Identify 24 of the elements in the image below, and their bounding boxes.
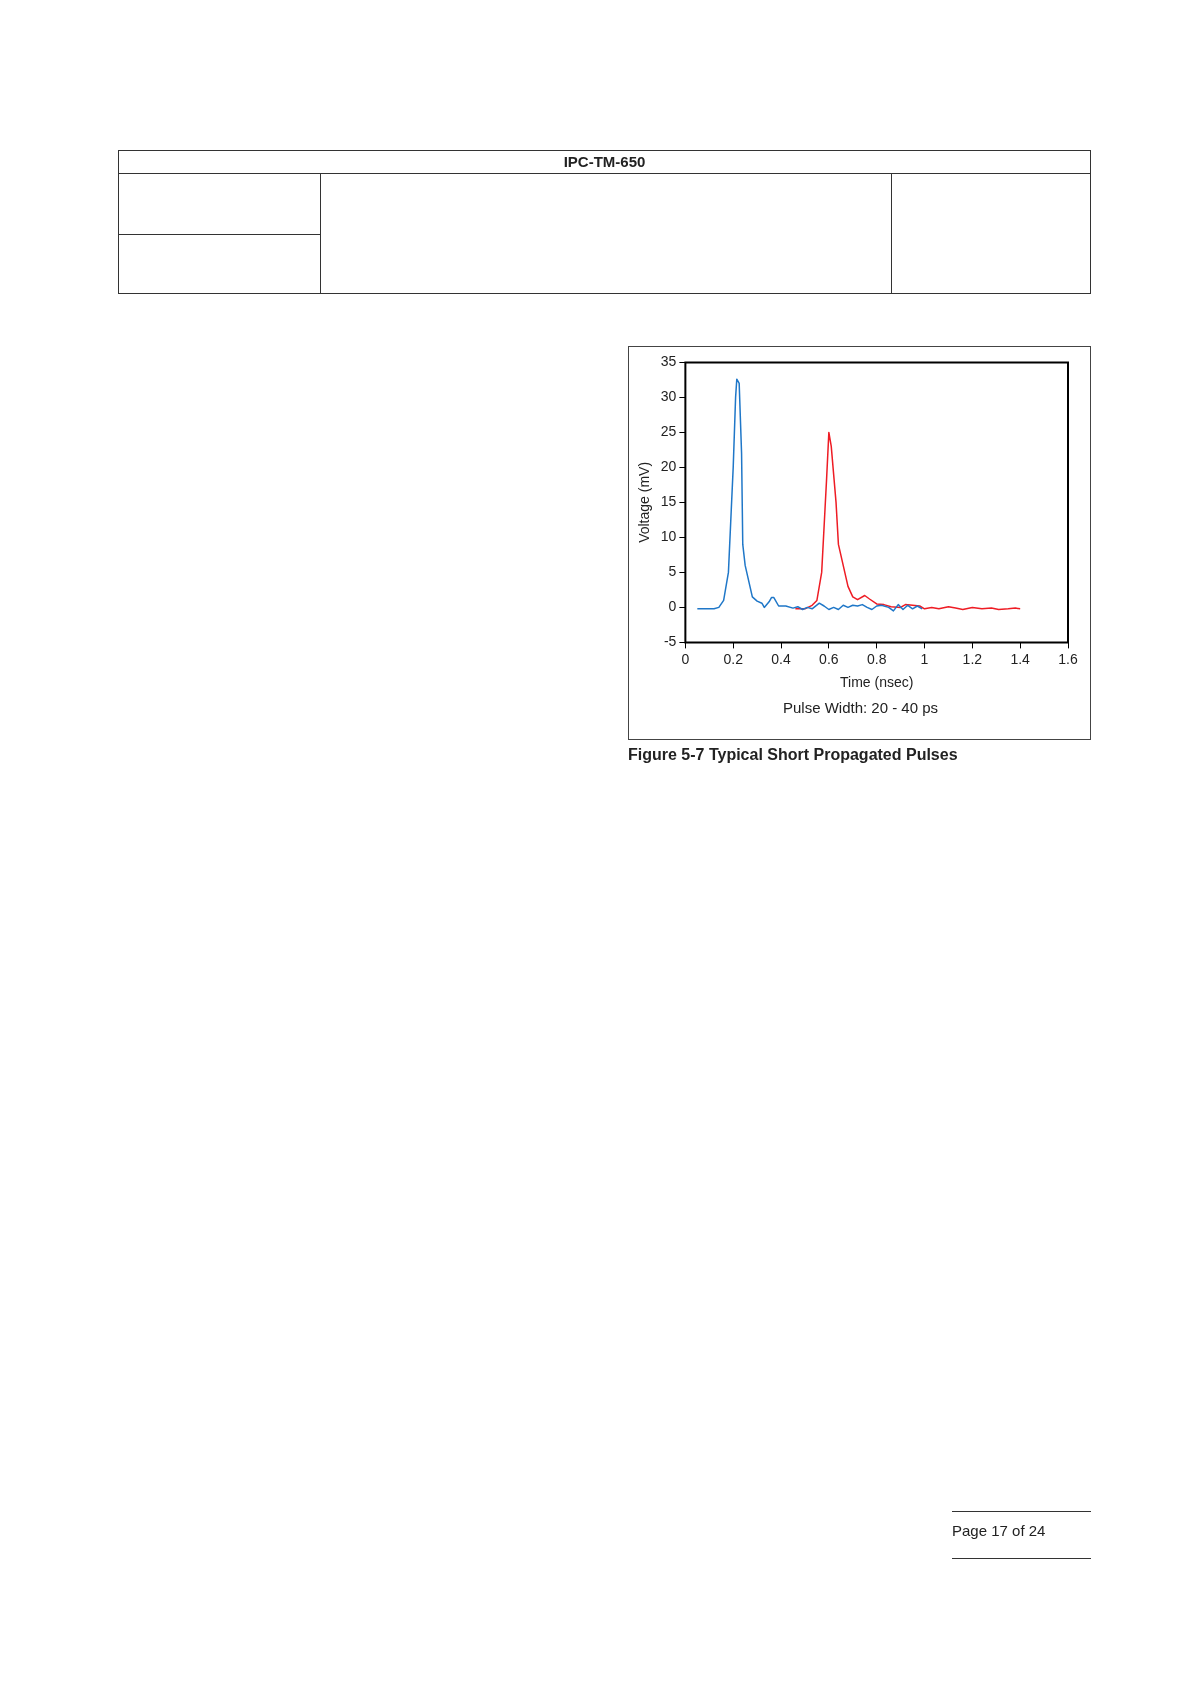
text: Page 17 of 24 xyxy=(952,1522,1047,1539)
header-table: IPC-TM-650 xyxy=(118,150,1091,294)
text: Pulse Width: 20 - 40 ps xyxy=(781,699,940,716)
x-tick-label: 0.8 xyxy=(866,650,887,667)
x-tick-label: 1 xyxy=(920,650,929,667)
y-tick-label: -5 xyxy=(663,633,677,650)
text: Figure 5-7 Typical Short Propagated Pulses xyxy=(628,746,959,764)
y-tick-label: 20 xyxy=(660,458,677,475)
x-tick-label: 1.4 xyxy=(1010,650,1031,667)
y-tick-label: 10 xyxy=(660,528,677,545)
x-tick-label: 0 xyxy=(681,650,690,667)
x-tick-label: 1.6 xyxy=(1058,650,1078,667)
y-tick-label: 15 xyxy=(660,493,677,510)
x-tick-label: 0.2 xyxy=(723,650,744,667)
x-axis-title: Time (nsec) xyxy=(839,674,914,691)
y-axis-title: Voltage (mV) xyxy=(636,461,653,543)
y-tick-label: 35 xyxy=(660,353,677,370)
x-tick-label: 0.4 xyxy=(771,650,791,667)
y-tick-label: 30 xyxy=(660,388,677,405)
y-tick-label: 0 xyxy=(668,598,677,615)
x-tick-label: 0.6 xyxy=(819,650,839,667)
y-tick-label: 25 xyxy=(660,423,677,440)
y-tick-label: 5 xyxy=(668,563,677,580)
x-tick-label: 1.2 xyxy=(962,650,983,667)
